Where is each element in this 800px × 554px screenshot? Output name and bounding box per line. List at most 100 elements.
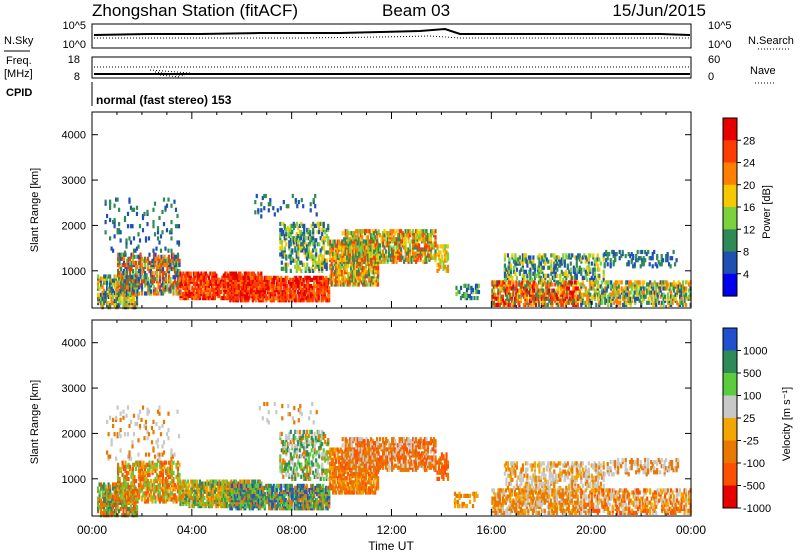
data-cell	[341, 259, 344, 265]
data-cell	[128, 497, 132, 502]
data-cell	[371, 229, 374, 234]
data-cell	[637, 280, 640, 285]
data-cell	[551, 282, 554, 287]
data-cell	[317, 290, 320, 295]
data-cell	[112, 486, 115, 491]
data-cell	[526, 259, 529, 264]
data-cell	[260, 275, 263, 280]
data-cell	[113, 203, 116, 208]
data-cell	[307, 230, 310, 235]
data-cell	[319, 275, 322, 280]
data-cell	[341, 247, 344, 252]
data-cell	[616, 280, 619, 285]
data-cell	[413, 233, 416, 238]
data-cell	[442, 248, 445, 253]
data-cell	[395, 253, 398, 258]
data-cell	[523, 253, 526, 258]
data-cell	[182, 285, 185, 290]
data-cell	[251, 271, 254, 276]
data-cell	[136, 497, 139, 502]
data-cell	[344, 270, 347, 275]
data-cell	[251, 275, 254, 280]
data-cell	[344, 280, 347, 285]
data-cell	[149, 493, 153, 498]
data-cell	[366, 270, 369, 275]
data-cell	[336, 255, 339, 260]
data-cell	[235, 290, 238, 295]
data-cell	[157, 260, 160, 265]
data-cell	[367, 239, 370, 244]
data-cell	[275, 288, 278, 293]
data-cell	[368, 278, 371, 283]
data-cell	[459, 296, 463, 301]
data-cell	[287, 288, 290, 293]
data-cell	[625, 284, 628, 289]
data-cell	[152, 252, 156, 257]
data-cell	[306, 230, 309, 235]
data-cell	[257, 271, 260, 276]
data-cell	[288, 244, 291, 249]
data-cell	[167, 287, 171, 292]
data-cell	[599, 261, 602, 266]
data-cell	[641, 290, 644, 295]
data-cell	[491, 302, 494, 307]
data-cell	[140, 256, 144, 261]
data-cell	[564, 302, 567, 307]
data-cell	[166, 262, 169, 268]
data-cell	[539, 280, 542, 285]
data-cell	[230, 294, 233, 299]
data-cell	[125, 502, 128, 507]
data-cell	[362, 239, 365, 244]
data-cell	[348, 272, 351, 277]
data-cell	[458, 289, 461, 295]
data-cell	[636, 258, 639, 263]
data-cell	[617, 284, 620, 289]
data-cell	[101, 492, 104, 497]
data-cell	[628, 280, 631, 285]
data-cell	[436, 268, 439, 273]
data-cell	[685, 286, 688, 291]
data-cell	[569, 261, 572, 266]
data-cell	[163, 271, 166, 276]
data-cell	[373, 249, 376, 254]
data-cell	[361, 241, 364, 246]
data-cell	[242, 275, 245, 280]
data-cell	[210, 271, 213, 276]
data-cell	[332, 257, 335, 263]
data-cell	[195, 271, 198, 276]
data-cell	[173, 279, 177, 284]
data-cell	[557, 302, 560, 307]
data-cell	[192, 296, 195, 301]
data-cell	[662, 302, 665, 307]
data-cell	[432, 241, 436, 246]
data-cell	[343, 257, 346, 262]
data-cell	[305, 288, 308, 293]
data-cell	[539, 288, 542, 293]
data-cell	[507, 280, 510, 285]
data-cell	[415, 243, 418, 248]
data-cell	[564, 292, 567, 297]
data-cell	[641, 258, 644, 263]
data-cell	[101, 276, 104, 281]
data-cell	[127, 264, 130, 270]
data-cell	[295, 275, 298, 280]
data-cell	[641, 280, 644, 285]
data-cell	[295, 260, 298, 265]
data-cell	[215, 273, 218, 278]
data-cell	[439, 258, 442, 263]
data-cell	[283, 246, 286, 251]
data-cell	[416, 249, 419, 254]
data-cell	[309, 208, 312, 213]
data-cell	[315, 252, 318, 257]
data-cell	[606, 262, 609, 267]
data-cell	[314, 275, 317, 280]
data-cell	[167, 258, 171, 263]
data-cell	[166, 256, 169, 261]
data-cell	[352, 237, 355, 242]
data-cell	[667, 300, 670, 305]
data-cell	[125, 483, 129, 488]
data-cell	[295, 284, 298, 289]
data-cell	[142, 279, 145, 284]
data-cell	[178, 269, 181, 274]
data-cell	[468, 293, 472, 299]
